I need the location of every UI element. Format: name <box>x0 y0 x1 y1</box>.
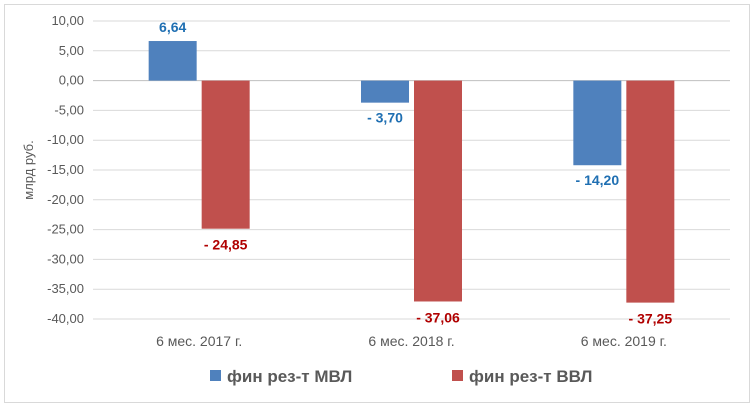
y-tick-labels: 10,00 5,00 0,00 -5,00 -10,00 -15,00 -20,00 -25,… <box>47 13 84 326</box>
bar <box>573 80 622 166</box>
y-tick-label: -10,00 <box>47 132 84 147</box>
y-tick-label: -20,00 <box>47 192 84 207</box>
bar <box>626 80 675 303</box>
y-tick-label: 0,00 <box>59 73 84 88</box>
y-tick-label: -40,00 <box>47 311 84 326</box>
bar <box>201 80 250 229</box>
category-label: 6 мес. 2019 г. <box>581 333 667 349</box>
y-tick-label: 10,00 <box>51 13 84 28</box>
bars <box>148 41 675 303</box>
legend-swatch <box>210 370 221 381</box>
y-tick-label: -25,00 <box>47 222 84 237</box>
data-label: - 37,25 <box>629 311 673 327</box>
data-label: - 37,06 <box>416 309 460 325</box>
data-label: - 3,70 <box>367 110 403 126</box>
y-tick-label: -15,00 <box>47 162 84 177</box>
bar <box>414 80 462 302</box>
data-label: - 14,20 <box>576 172 620 188</box>
category-label: 6 мес. 2018 г. <box>368 333 454 349</box>
bar <box>361 80 409 103</box>
y-tick-label: -5,00 <box>54 102 84 117</box>
legend-label: фин рез-т МВЛ <box>227 367 352 386</box>
bar <box>148 41 197 81</box>
data-labels: 6,64 - 24,85 - 3,70 - 37,06 - 14,20 - 37,25 <box>159 19 672 327</box>
y-tick-label: -30,00 <box>47 251 84 266</box>
legend-swatch <box>452 370 463 381</box>
gridlines <box>93 20 730 320</box>
y-axis-title: млрд руб. <box>21 140 36 199</box>
category-label: 6 мес. 2017 г. <box>156 333 242 349</box>
legend: фин рез-т МВЛ фин рез-т ВВЛ <box>210 367 592 386</box>
y-tick-label: 5,00 <box>59 43 84 58</box>
data-label: - 24,85 <box>204 237 248 253</box>
category-labels: 6 мес. 2017 г. 6 мес. 2018 г. 6 мес. 2019 … <box>156 333 667 349</box>
legend-label: фин рез-т ВВЛ <box>469 367 592 386</box>
y-tick-label: -35,00 <box>47 281 84 296</box>
chart-frame <box>4 4 750 403</box>
data-label: 6,64 <box>159 19 186 35</box>
